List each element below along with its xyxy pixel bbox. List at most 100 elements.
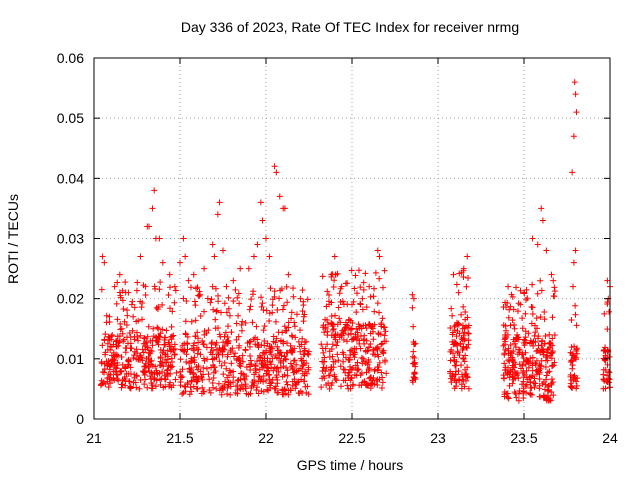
data-point	[133, 384, 140, 391]
data-point	[159, 259, 166, 266]
data-point	[139, 346, 146, 353]
data-point	[344, 382, 351, 389]
data-point	[255, 344, 262, 351]
data-point	[119, 361, 126, 368]
data-point	[216, 358, 223, 365]
data-point	[282, 355, 289, 362]
data-point	[157, 330, 164, 337]
data-point	[213, 385, 220, 392]
data-point	[529, 235, 536, 242]
data-point	[574, 345, 581, 352]
data-point	[171, 299, 178, 306]
data-point	[537, 313, 544, 320]
data-point	[292, 380, 299, 387]
data-point	[601, 356, 608, 363]
data-point	[543, 397, 550, 404]
data-point	[335, 304, 342, 311]
data-point	[114, 316, 121, 323]
data-point	[156, 286, 163, 293]
data-point	[567, 380, 574, 387]
data-point	[531, 384, 538, 391]
data-point	[541, 316, 548, 323]
data-point	[148, 385, 155, 392]
data-point	[333, 342, 340, 349]
y-tick-label: 0.01	[57, 351, 84, 367]
data-point	[605, 375, 612, 382]
data-point	[571, 79, 578, 86]
data-point	[538, 342, 545, 349]
data-point	[172, 376, 179, 383]
data-point	[348, 267, 355, 274]
data-point	[248, 296, 255, 303]
data-point	[184, 340, 191, 347]
data-point	[510, 348, 517, 355]
data-point	[452, 371, 459, 378]
data-point	[334, 351, 341, 358]
data-point	[529, 367, 536, 374]
data-point	[502, 346, 509, 353]
data-point	[539, 337, 546, 344]
data-point	[342, 324, 349, 331]
data-point	[266, 349, 273, 356]
data-point	[141, 369, 148, 376]
data-point	[200, 355, 207, 362]
data-point	[252, 341, 259, 348]
data-point	[328, 364, 335, 371]
data-point	[340, 366, 347, 373]
data-point	[300, 302, 307, 309]
data-point	[144, 384, 151, 391]
data-point	[551, 284, 558, 291]
data-point	[167, 305, 174, 312]
data-point	[120, 338, 127, 345]
data-point	[462, 308, 469, 315]
data-point	[324, 288, 331, 295]
data-point	[223, 365, 230, 372]
data-point	[171, 341, 178, 348]
data-point	[235, 312, 242, 319]
data-point	[223, 309, 230, 316]
data-point	[321, 329, 328, 336]
data-point	[226, 312, 233, 319]
data-point	[221, 342, 228, 349]
data-point	[529, 304, 536, 311]
data-point	[281, 386, 288, 393]
data-point	[457, 341, 464, 348]
data-point	[508, 291, 515, 298]
data-point	[374, 381, 381, 388]
data-point	[290, 285, 297, 292]
data-point	[130, 313, 137, 320]
data-point	[297, 365, 304, 372]
data-point	[238, 381, 245, 388]
data-point	[540, 394, 547, 401]
data-point	[245, 391, 252, 398]
data-point	[573, 109, 580, 116]
data-point	[116, 332, 123, 339]
data-point	[287, 387, 294, 394]
data-point	[274, 343, 281, 350]
data-point	[505, 314, 512, 321]
data-point	[365, 356, 372, 363]
data-point	[548, 271, 555, 278]
data-point	[463, 323, 470, 330]
data-point	[167, 370, 174, 377]
data-point	[152, 363, 159, 370]
data-point	[551, 288, 558, 295]
data-point	[259, 300, 266, 307]
data-point	[605, 368, 612, 375]
data-point	[463, 370, 470, 377]
data-point	[139, 299, 146, 306]
data-point	[323, 382, 330, 389]
data-point	[378, 323, 385, 330]
data-point	[272, 385, 279, 392]
data-point	[233, 336, 240, 343]
data-point	[370, 293, 377, 300]
data-point	[213, 346, 220, 353]
data-point	[325, 298, 332, 305]
data-point	[573, 347, 580, 354]
data-point	[162, 351, 169, 358]
data-point	[455, 376, 462, 383]
data-point	[357, 345, 364, 352]
data-point	[363, 304, 370, 311]
data-point	[331, 253, 338, 260]
